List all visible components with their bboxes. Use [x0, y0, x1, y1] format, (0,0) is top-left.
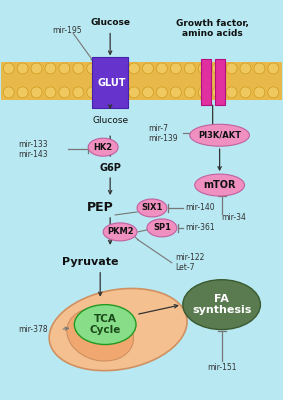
- Text: mir-361: mir-361: [185, 224, 215, 232]
- Circle shape: [226, 63, 237, 74]
- Circle shape: [198, 63, 209, 74]
- Text: FA
synthesis: FA synthesis: [192, 294, 251, 316]
- Text: PKM2: PKM2: [107, 227, 133, 236]
- Ellipse shape: [88, 138, 118, 156]
- Circle shape: [254, 63, 265, 74]
- Text: GLUT: GLUT: [98, 78, 127, 88]
- Circle shape: [128, 63, 140, 74]
- Ellipse shape: [137, 199, 167, 217]
- Circle shape: [115, 87, 126, 98]
- Text: mir-140: mir-140: [185, 204, 215, 212]
- Text: Let-7: Let-7: [175, 263, 194, 272]
- Text: SIX1: SIX1: [141, 204, 163, 212]
- Ellipse shape: [103, 223, 137, 241]
- Text: mir-143: mir-143: [19, 150, 48, 159]
- Text: mir-195: mir-195: [52, 26, 82, 35]
- Text: G6P: G6P: [99, 163, 121, 173]
- Text: Growth factor,
amino acids: Growth factor, amino acids: [176, 19, 249, 38]
- Circle shape: [45, 63, 56, 74]
- Circle shape: [101, 63, 112, 74]
- Circle shape: [240, 63, 251, 74]
- FancyBboxPatch shape: [1, 62, 282, 100]
- FancyBboxPatch shape: [92, 56, 128, 108]
- Circle shape: [115, 63, 126, 74]
- Text: PEP: PEP: [87, 202, 113, 214]
- Circle shape: [143, 87, 153, 98]
- Circle shape: [170, 87, 181, 98]
- Ellipse shape: [49, 288, 187, 371]
- Text: mir-378: mir-378: [19, 325, 48, 334]
- Text: Glucose: Glucose: [92, 116, 128, 125]
- Text: mir-151: mir-151: [207, 363, 236, 372]
- Circle shape: [170, 63, 181, 74]
- Circle shape: [198, 87, 209, 98]
- Circle shape: [101, 87, 112, 98]
- Circle shape: [73, 63, 84, 74]
- Text: mir-139: mir-139: [148, 134, 178, 143]
- Circle shape: [87, 63, 98, 74]
- Text: mir-133: mir-133: [19, 140, 48, 149]
- Text: HK2: HK2: [94, 143, 113, 152]
- Text: mTOR: mTOR: [203, 180, 236, 190]
- Circle shape: [226, 87, 237, 98]
- Text: PI3K/AKT: PI3K/AKT: [198, 131, 241, 140]
- FancyBboxPatch shape: [215, 60, 225, 105]
- Circle shape: [212, 63, 223, 74]
- Circle shape: [212, 87, 223, 98]
- Circle shape: [254, 87, 265, 98]
- Ellipse shape: [67, 308, 134, 361]
- Circle shape: [268, 63, 279, 74]
- Circle shape: [59, 87, 70, 98]
- Circle shape: [128, 87, 140, 98]
- Ellipse shape: [190, 124, 250, 146]
- Circle shape: [156, 63, 167, 74]
- Circle shape: [87, 87, 98, 98]
- FancyBboxPatch shape: [201, 60, 211, 105]
- Circle shape: [143, 63, 153, 74]
- Text: Pyruvate: Pyruvate: [62, 257, 119, 267]
- Circle shape: [184, 63, 195, 74]
- Circle shape: [3, 87, 14, 98]
- Text: SP1: SP1: [153, 224, 171, 232]
- Text: mir-122: mir-122: [175, 253, 204, 262]
- Circle shape: [31, 87, 42, 98]
- Circle shape: [31, 63, 42, 74]
- Circle shape: [184, 87, 195, 98]
- Ellipse shape: [183, 280, 260, 330]
- Circle shape: [17, 63, 28, 74]
- Ellipse shape: [195, 174, 245, 196]
- Text: Glucose: Glucose: [90, 18, 130, 27]
- Ellipse shape: [74, 305, 136, 344]
- Text: mir-7: mir-7: [148, 124, 168, 133]
- Circle shape: [3, 63, 14, 74]
- Circle shape: [73, 87, 84, 98]
- Circle shape: [240, 87, 251, 98]
- Circle shape: [156, 87, 167, 98]
- Circle shape: [17, 87, 28, 98]
- Circle shape: [268, 87, 279, 98]
- Circle shape: [59, 63, 70, 74]
- Text: TCA
Cycle: TCA Cycle: [89, 314, 121, 335]
- Circle shape: [45, 87, 56, 98]
- Text: mir-34: mir-34: [222, 214, 246, 222]
- Ellipse shape: [147, 219, 177, 237]
